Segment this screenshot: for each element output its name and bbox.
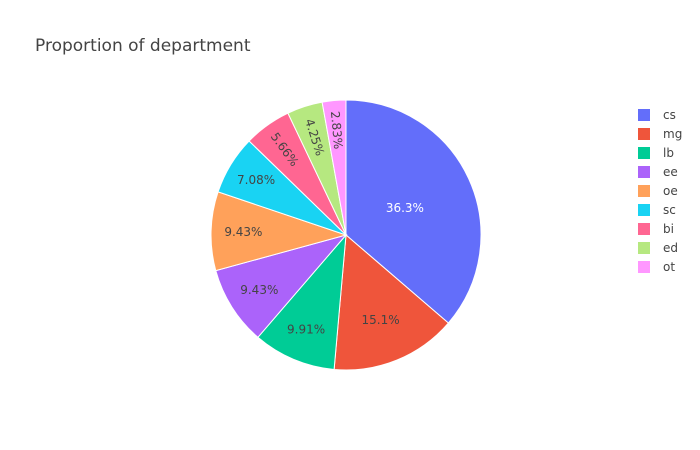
legend-swatch-bi — [638, 223, 650, 235]
legend-swatch-ee — [638, 166, 650, 178]
legend-item-ee[interactable]: ee — [638, 165, 678, 179]
legend-swatch-ed — [638, 242, 650, 254]
legend-label-ed: ed — [663, 241, 678, 255]
legend-item-sc[interactable]: sc — [638, 203, 676, 217]
slice-label-cs: 36.3% — [386, 201, 424, 215]
legend-swatch-lb — [638, 147, 650, 159]
legend-label-cs: cs — [663, 108, 676, 122]
legend-label-bi: bi — [663, 222, 674, 236]
legend-item-mg[interactable]: mg — [638, 127, 682, 141]
chart-title: Proportion of department — [35, 36, 251, 56]
pie-slices — [210, 99, 482, 371]
pie-slice-lb[interactable] — [257, 233, 347, 371]
legend-swatch-ot — [638, 261, 650, 273]
legend-item-bi[interactable]: bi — [638, 222, 674, 236]
legend-label-sc: sc — [663, 203, 676, 217]
pie-slice-ot[interactable] — [321, 99, 347, 236]
slice-label-ee: 9.43% — [240, 283, 278, 297]
legend-swatch-mg — [638, 128, 650, 140]
legend-label-mg: mg — [663, 127, 682, 141]
legend-label-ee: ee — [663, 165, 678, 179]
pie-slice-mg[interactable] — [333, 233, 450, 371]
legend-item-ed[interactable]: ed — [638, 241, 678, 255]
pie-slice-ee[interactable] — [215, 234, 348, 338]
legend-swatch-sc — [638, 204, 650, 216]
legend-swatch-oe — [638, 185, 650, 197]
slice-label-lb: 9.91% — [287, 323, 325, 337]
legend-label-lb: lb — [663, 146, 674, 160]
legend-swatch-cs — [638, 109, 650, 121]
slice-label-mg: 15.1% — [362, 313, 400, 327]
slice-label-oe: 9.43% — [224, 225, 262, 239]
legend-label-oe: oe — [663, 184, 678, 198]
pie-slice-cs[interactable] — [345, 99, 482, 324]
legend: cs mg lb ee oe sc bi ed ot — [638, 108, 682, 274]
slice-label-ot: 2.83% — [328, 110, 345, 149]
legend-item-cs[interactable]: cs — [638, 108, 676, 122]
slice-label-sc: 7.08% — [237, 173, 275, 187]
legend-item-oe[interactable]: oe — [638, 184, 678, 198]
legend-item-lb[interactable]: lb — [638, 146, 674, 160]
legend-item-ot[interactable]: ot — [638, 260, 675, 274]
legend-label-ot: ot — [663, 260, 675, 274]
pie-slice-oe[interactable] — [210, 191, 348, 272]
